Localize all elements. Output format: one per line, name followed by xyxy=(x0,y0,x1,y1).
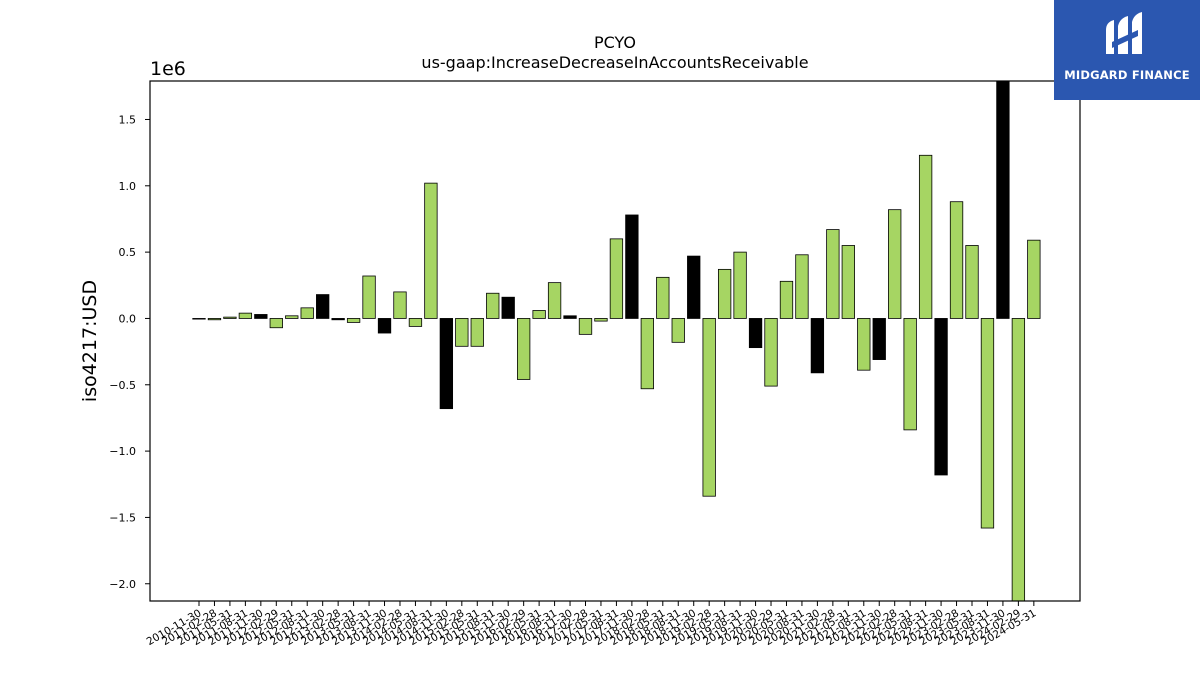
bar-2021-05-31 xyxy=(841,245,855,319)
x-axis: 2010-11-302011-02-282011-05-312011-08-31… xyxy=(145,601,1038,648)
bars-layer xyxy=(192,80,1041,602)
bar-2016-02-29 xyxy=(517,318,531,380)
bar-2012-11-30 xyxy=(316,294,330,319)
y-tick-label: −2.0 xyxy=(109,578,136,591)
bar-2016-08-31 xyxy=(547,282,562,319)
bar-2015-11-30 xyxy=(501,296,515,319)
logo-mark-icon xyxy=(1106,12,1142,54)
bar-2021-02-28 xyxy=(826,229,840,319)
bar-2012-05-31 xyxy=(285,315,299,319)
bar-2022-02-28 xyxy=(888,209,902,319)
bar-2024-05-31 xyxy=(1027,239,1041,319)
bar-2023-02-28 xyxy=(949,201,964,319)
bar-2023-08-31 xyxy=(980,318,995,529)
bar-2017-02-28 xyxy=(578,318,593,335)
bar-2010-11-30 xyxy=(192,318,206,320)
bar-2018-05-31 xyxy=(656,276,670,319)
bar-2013-11-30 xyxy=(377,318,392,334)
y-tick-label: 0.0 xyxy=(119,312,137,325)
bar-2023-11-30 xyxy=(996,80,1010,319)
bar-2019-11-30 xyxy=(748,318,763,349)
chart-title: PCYO xyxy=(594,33,636,52)
bar-2021-11-30 xyxy=(872,318,886,360)
y-tick-label: 1.0 xyxy=(119,180,137,193)
bar-2011-08-31 xyxy=(238,312,253,319)
bar-2017-05-31 xyxy=(594,318,608,322)
y-axis-label: iso4217:USD xyxy=(79,280,101,402)
bar-2013-02-28 xyxy=(331,318,345,321)
bar-2012-02-29 xyxy=(269,318,283,329)
bar-2023-05-31 xyxy=(965,245,979,319)
bar-2011-02-28 xyxy=(207,318,222,321)
bar-2018-08-31 xyxy=(671,318,685,343)
bar-2014-02-28 xyxy=(393,291,407,319)
bar-2020-08-31 xyxy=(795,254,809,319)
logo-text: MIDGARD FINANCE xyxy=(1064,68,1190,82)
y-tick-label: −1.5 xyxy=(109,511,136,524)
chart-subtitle: us-gaap:IncreaseDecreaseInAccountsReceiv… xyxy=(421,53,808,72)
bar-2016-05-31 xyxy=(532,310,546,319)
plot-frame xyxy=(149,80,1081,602)
bar-2013-08-31 xyxy=(362,275,376,319)
bar-2015-02-28 xyxy=(455,318,469,347)
y-axis: −2.0 −1.5 −1.0 −0.5 0.0 0.5 1.0 1.5 xyxy=(109,113,150,591)
bar-2018-11-30 xyxy=(687,255,701,319)
y-tick-label: 1.5 xyxy=(119,113,137,126)
bar-2014-08-31 xyxy=(424,182,438,319)
y-offset-label: 1e6 xyxy=(150,58,186,80)
bar-2019-02-28 xyxy=(702,318,716,497)
bar-2013-05-31 xyxy=(346,318,361,323)
bar-2014-05-31 xyxy=(408,318,423,327)
bar-2012-08-31 xyxy=(300,307,314,319)
bar-2024-02-29 xyxy=(1011,318,1026,602)
bar-2017-08-31 xyxy=(609,238,624,319)
bar-2017-11-30 xyxy=(625,214,639,319)
brand-logo: MIDGARD FINANCE xyxy=(1054,0,1200,100)
bar-2011-05-31 xyxy=(223,316,237,319)
y-tick-label: −0.5 xyxy=(109,379,136,392)
bar-2015-08-31 xyxy=(486,292,500,319)
bar-2022-08-31 xyxy=(918,154,933,319)
bar-2020-05-31 xyxy=(779,280,794,319)
bar-2016-11-30 xyxy=(563,315,577,319)
bar-2015-05-31 xyxy=(470,318,484,347)
bar-2018-02-28 xyxy=(640,318,654,390)
bar-2014-11-30 xyxy=(439,318,454,410)
y-tick-label: 0.5 xyxy=(119,246,137,259)
bar-2021-08-31 xyxy=(857,318,871,371)
bar-2019-05-31 xyxy=(717,268,732,319)
bar-2011-11-30 xyxy=(254,314,268,319)
bar-2020-11-30 xyxy=(810,318,825,374)
bar-2022-11-30 xyxy=(934,318,948,476)
bar-2020-02-29 xyxy=(764,318,778,387)
bar-2022-05-31 xyxy=(903,318,917,431)
bar-2019-08-31 xyxy=(733,251,747,319)
y-tick-label: −1.0 xyxy=(109,445,136,458)
